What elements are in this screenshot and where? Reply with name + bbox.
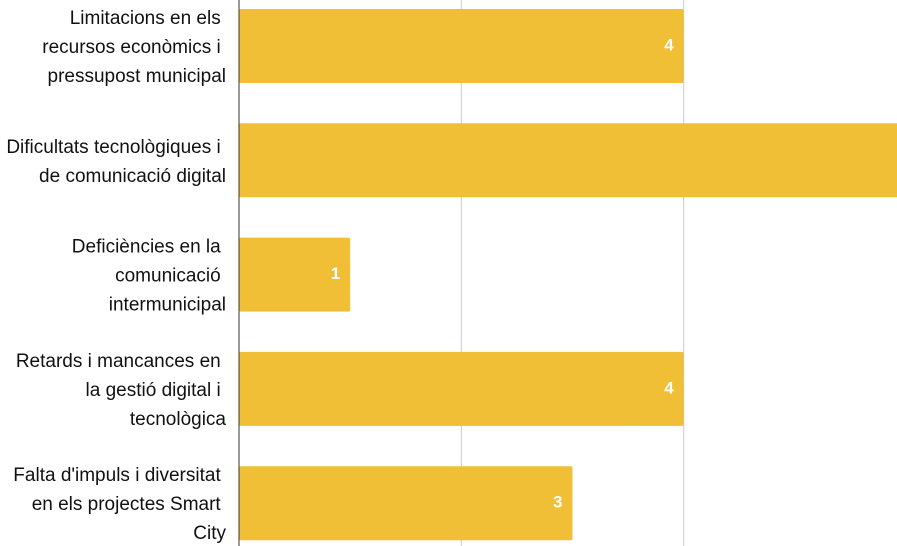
category-label: Dificultats tecnològiques i de comunicac… [6,137,226,187]
value-label: 4 [664,378,674,397]
category-label: Limitacions en els recursos econòmics i … [42,8,226,87]
bar [239,237,351,312]
category-label: Retards i mancances en la gestió digital… [16,351,227,430]
bar [239,9,684,83]
value-label: 1 [331,264,340,283]
bar [239,466,573,541]
category-label: Falta d'impuls i diversitat en els proje… [13,465,226,544]
category-label: Deficiències en la comunicació intermuni… [72,237,226,316]
bar [239,351,684,426]
bar [239,123,897,198]
value-label: 4 [664,35,674,54]
value-label: 3 [553,493,562,512]
